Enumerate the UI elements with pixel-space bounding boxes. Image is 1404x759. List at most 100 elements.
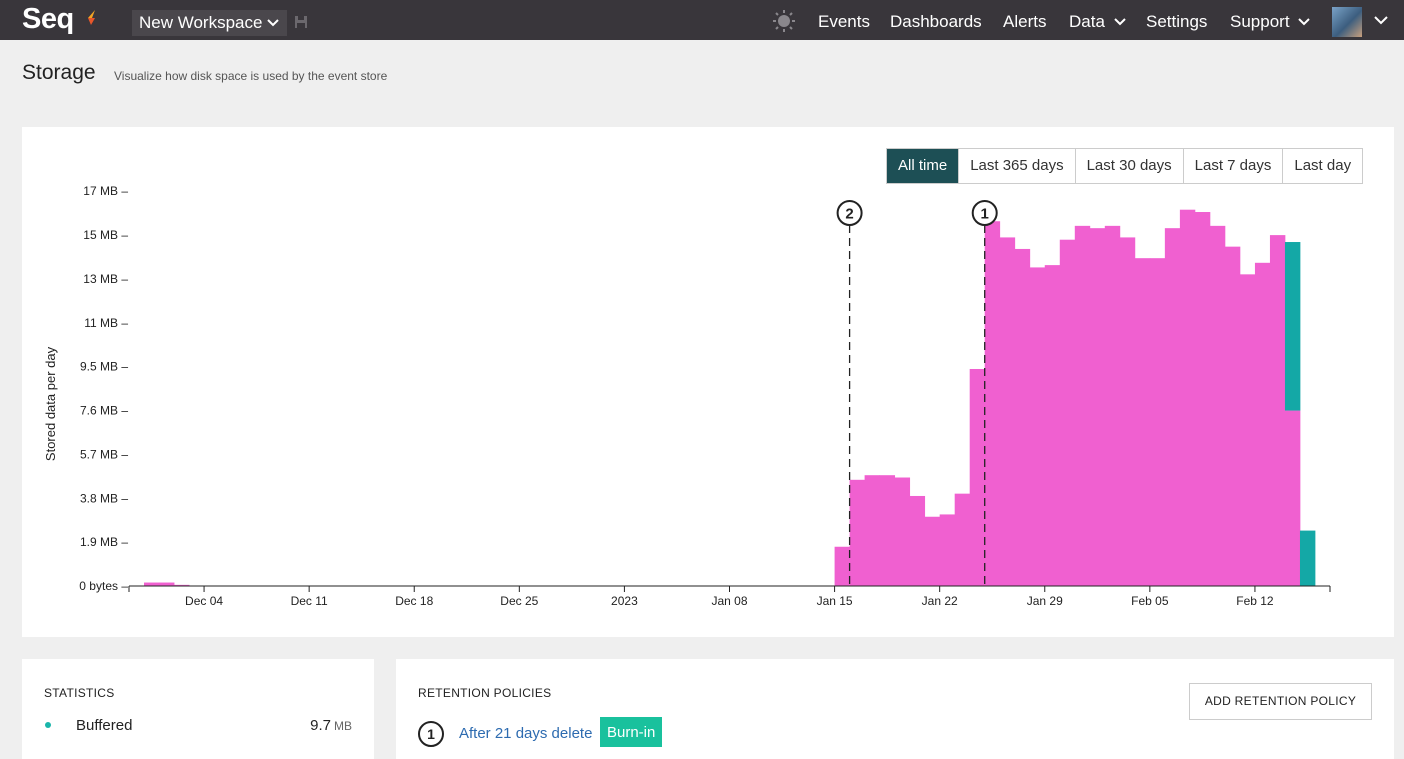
x-tick-label-9: Feb 05 [1131, 594, 1169, 608]
chevron-down-icon [1113, 18, 1126, 26]
stored-bar-29 [1224, 246, 1241, 586]
nav-settings[interactable]: Settings [1146, 12, 1208, 31]
range-last-30-days[interactable]: Last 30 days [1075, 149, 1184, 183]
range-all-time[interactable]: All time [887, 149, 960, 183]
y-tick-label-2: 3.8 MB – [80, 491, 128, 505]
y-tick-label-3: 5.7 MB – [80, 447, 128, 461]
page-subtitle: Visualize how disk space is used by the … [114, 69, 388, 83]
stored-bar-33 [1284, 410, 1301, 586]
stored-bar-30 [1239, 274, 1256, 586]
seq-logo[interactable]: Seq [22, 3, 74, 35]
workspace-name: New Workspace [139, 13, 263, 32]
stored-bar-10 [939, 514, 956, 586]
chevron-down-icon [267, 19, 279, 27]
annotation-label-2: 2 [845, 206, 853, 223]
stored-bar-8 [909, 495, 926, 586]
annotation-marker-1 [971, 200, 998, 226]
nav-support[interactable]: Support [1230, 0, 1310, 40]
stored-bar-19 [1074, 225, 1091, 587]
annotation-marker-2 [836, 200, 863, 226]
stored-bar-26 [1179, 209, 1196, 586]
chevron-down-icon[interactable] [1374, 15, 1388, 25]
nav-events[interactable]: Events [818, 12, 870, 31]
range-last-day[interactable]: Last day [1283, 149, 1363, 183]
stored-bar-17 [1044, 265, 1061, 586]
nav-dashboards[interactable]: Dashboards [890, 12, 982, 31]
stored-bar-11 [954, 493, 971, 586]
stored-bar-5 [864, 475, 881, 586]
y-tick-label-6: 11 MB – [84, 316, 128, 330]
statistics-title: STATISTICS [44, 686, 115, 700]
stored-bar-31 [1254, 262, 1271, 586]
retention-title: RETENTION POLICIES [418, 686, 552, 700]
stored-bar-3 [834, 546, 850, 586]
statistics-card: STATISTICS Buffered 9.7 MB [22, 659, 374, 759]
buffered-label: Buffered [76, 717, 133, 734]
x-tick-label-1: Dec 11 [291, 594, 328, 608]
stored-bar-21 [1104, 225, 1121, 587]
range-last-7-days[interactable]: Last 7 days [1183, 149, 1284, 183]
y-tick-label-9: 17 MB – [83, 184, 128, 198]
add-retention-policy-button[interactable]: ADD RETENTION POLICY [1189, 683, 1372, 720]
time-range-selector: All time Last 365 days Last 30 days Last… [886, 148, 1364, 184]
storage-chart-card: Dec 04 Dec 11 Dec 18 Dec 25 2023 Jan 08 Jan 15… [22, 127, 1394, 637]
nav-support-label: Support [1230, 12, 1290, 31]
buffered-value: 9.7 MB [310, 717, 352, 734]
stored-bar-32 [1269, 235, 1286, 586]
retention-policy-link[interactable]: After 21 days delete [459, 725, 593, 742]
buffered-unit: MB [334, 719, 352, 733]
seq-logo-icon [88, 10, 95, 25]
stored-bar-24 [1149, 258, 1166, 586]
stored-bar-15 [1014, 248, 1031, 586]
buffered-bar-0 [1284, 242, 1301, 411]
stored-bar-7 [894, 477, 911, 586]
stored-bar-13 [984, 221, 1001, 586]
x-tick-label-10: Feb 12 [1236, 594, 1274, 608]
x-tick-label-2: Dec 18 [395, 594, 433, 608]
annotation-label-1: 1 [981, 206, 989, 223]
stored-bar-28 [1209, 225, 1226, 587]
nav-alerts[interactable]: Alerts [1003, 12, 1047, 31]
user-avatar[interactable] [1332, 7, 1362, 37]
range-last-365-days[interactable]: Last 365 days [959, 149, 1076, 183]
stored-bar-23 [1134, 258, 1151, 586]
buffered-bar-1 [1299, 530, 1316, 586]
stored-bar-14 [999, 237, 1016, 586]
stored-bar-6 [879, 475, 896, 586]
y-tick-label-8: 15 MB – [83, 228, 128, 242]
stored-bar-4 [849, 479, 866, 586]
nav-data-label: Data [1069, 12, 1105, 31]
nav-data[interactable]: Data [1069, 0, 1126, 40]
stored-bar-9 [924, 516, 941, 586]
theme-toggle-icon[interactable] [773, 10, 795, 32]
stored-bar-25 [1164, 228, 1181, 587]
stored-bar-27 [1194, 212, 1211, 586]
y-tick-label-7: 13 MB – [83, 272, 128, 286]
page-title: Storage [22, 61, 96, 84]
y-tick-label-0: 0 bytes – [79, 579, 128, 593]
policy-number-badge: 1 [418, 721, 444, 747]
y-tick-label-5: 9.5 MB – [80, 360, 128, 374]
x-tick-label-6: Jan 15 [817, 594, 853, 608]
chevron-down-icon [1298, 18, 1310, 26]
signal-badge[interactable]: Burn-in [600, 717, 663, 747]
x-tick-label-8: Jan 29 [1027, 594, 1063, 608]
save-workspace-icon[interactable] [294, 15, 308, 29]
y-tick-label-4: 7.6 MB – [80, 404, 128, 418]
stored-bar-12 [969, 368, 986, 586]
x-tick-label-5: Jan 08 [711, 594, 747, 608]
stored-bar-22 [1119, 237, 1136, 586]
buffered-amount: 9.7 [310, 717, 331, 734]
stored-bar-16 [1029, 267, 1046, 586]
buffered-legend-dot [45, 722, 51, 728]
stored-bar-18 [1059, 239, 1076, 586]
x-tick-label-7: Jan 22 [922, 594, 958, 608]
y-axis-label: Stored data per day [43, 346, 58, 461]
y-tick-label-1: 1.9 MB – [80, 535, 128, 549]
x-tick-label-4: 2023 [611, 594, 638, 608]
stored-bar-2 [174, 584, 190, 586]
retention-policies-card: RETENTION POLICIES ADD RETENTION POLICY … [396, 659, 1394, 759]
stored-bar-20 [1089, 228, 1106, 587]
storage-chart: Dec 04 Dec 11 Dec 18 Dec 25 2023 Jan 08 Jan 15… [43, 184, 1331, 608]
workspace-selector[interactable]: New Workspace [132, 10, 287, 36]
